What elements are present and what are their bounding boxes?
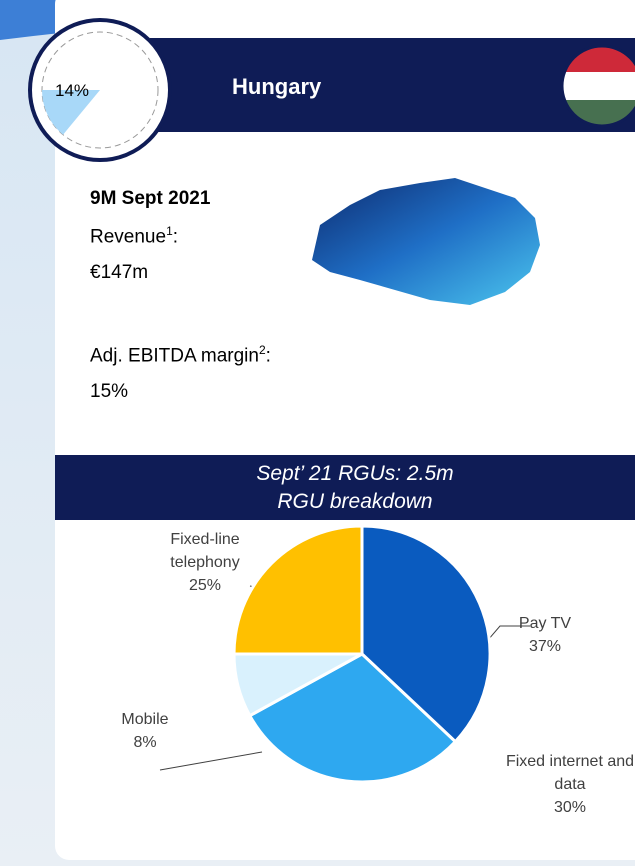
value-label: 8% bbox=[133, 734, 157, 751]
category-label: Pay TV bbox=[518, 615, 572, 632]
pie-slice bbox=[360, 524, 492, 744]
value-label: 37% bbox=[528, 638, 562, 655]
mini-label: 14% bbox=[55, 81, 89, 100]
value-label: 30% bbox=[553, 799, 587, 816]
country-title: Hungary bbox=[232, 74, 322, 99]
header-band bbox=[150, 38, 635, 132]
category-label: Fixed internet and data bbox=[505, 753, 635, 793]
note: 1 bbox=[166, 224, 173, 238]
margin: Adj. EBITDA margin2: bbox=[90, 343, 271, 367]
pie-title-band bbox=[55, 455, 635, 520]
revenue-label: Revenue bbox=[90, 226, 167, 248]
margin-label: Adj. EBITDA margin bbox=[90, 345, 259, 367]
leader-line bbox=[487, 625, 530, 641]
category-label: Fixed-line telephony bbox=[170, 531, 240, 571]
revenue: Revenue1: bbox=[90, 224, 179, 248]
period: 9M Sept 2021 bbox=[90, 188, 211, 209]
pie-slice bbox=[247, 652, 458, 784]
note: 2 bbox=[258, 343, 266, 357]
flag-ring bbox=[560, 44, 635, 128]
leader-line bbox=[159, 751, 263, 771]
pie-title: Sept’ 21 RGUs: 2.5m bbox=[256, 462, 454, 485]
category-label: Mobile bbox=[121, 711, 169, 728]
margin-value: 15% bbox=[90, 381, 129, 402]
map bbox=[312, 178, 540, 305]
revenue-value: €147m bbox=[90, 262, 149, 283]
mini-slice bbox=[42, 90, 100, 135]
pie-subtitle: RGU breakdown bbox=[277, 490, 433, 513]
value-label: 25% bbox=[188, 577, 222, 594]
pie-slice bbox=[232, 524, 364, 656]
